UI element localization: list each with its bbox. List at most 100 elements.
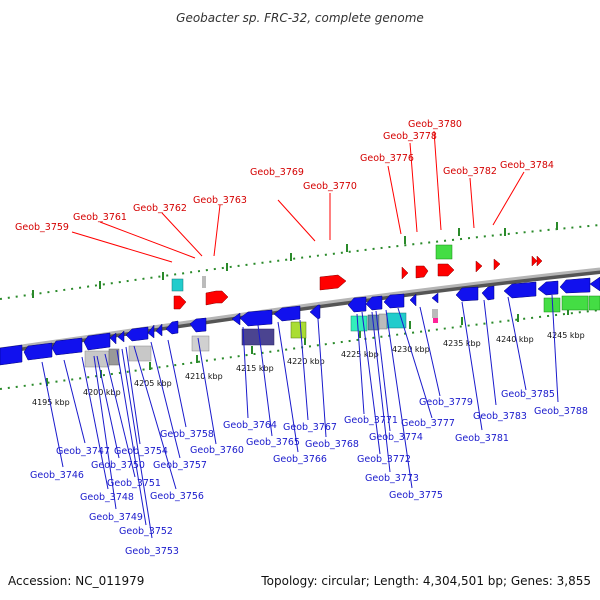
gene-arrow[interactable] bbox=[437, 263, 455, 277]
gene-label[interactable]: Geob_3749 bbox=[89, 512, 143, 523]
gene-label[interactable]: Geob_3759 bbox=[15, 222, 69, 233]
feature-cyan[interactable] bbox=[386, 312, 407, 329]
feature-green[interactable] bbox=[561, 295, 589, 311]
gene-arrow[interactable] bbox=[537, 280, 559, 296]
feature-grey-box[interactable] bbox=[128, 345, 152, 362]
feature-grey-box[interactable] bbox=[378, 313, 388, 330]
feature-grey-box[interactable] bbox=[432, 309, 438, 318]
gene-label[interactable]: Geob_3767 bbox=[283, 422, 337, 433]
gene-arrow[interactable] bbox=[165, 320, 179, 335]
gene-label[interactable]: Geob_3783 bbox=[473, 411, 527, 422]
top-major-ticks bbox=[32, 222, 558, 298]
gene-label[interactable]: Geob_3750 bbox=[91, 460, 145, 471]
gene-arrow[interactable] bbox=[273, 305, 301, 322]
gene-label[interactable]: Geob_3747 bbox=[56, 446, 110, 457]
gene-arrow[interactable] bbox=[23, 342, 53, 361]
feature-grey-box[interactable] bbox=[191, 335, 210, 352]
gene-label[interactable]: Geob_3751 bbox=[107, 478, 161, 489]
gene-label[interactable]: Geob_3752 bbox=[119, 526, 173, 537]
gene-label[interactable]: Geob_3753 bbox=[125, 546, 179, 557]
gene-label[interactable]: Geob_3756 bbox=[150, 491, 204, 502]
gene-arrow[interactable] bbox=[0, 344, 23, 366]
gene-arrow[interactable] bbox=[503, 281, 537, 299]
gene-arrow[interactable] bbox=[531, 255, 538, 267]
gene-label[interactable]: Geob_3754 bbox=[114, 446, 168, 457]
gene-arrow[interactable] bbox=[173, 295, 187, 310]
feature-grey-box[interactable] bbox=[108, 348, 120, 366]
gene-arrow[interactable] bbox=[536, 255, 543, 267]
feature-green[interactable] bbox=[435, 244, 453, 260]
gene-label[interactable]: Geob_3774 bbox=[369, 432, 423, 443]
gene-arrow[interactable] bbox=[239, 309, 273, 327]
gene-label[interactable]: Geob_3779 bbox=[419, 397, 473, 408]
gene-arrow[interactable] bbox=[205, 290, 229, 306]
gene-label[interactable]: Geob_3776 bbox=[360, 153, 414, 164]
gene-arrow[interactable] bbox=[309, 304, 321, 320]
gene-label[interactable]: Geob_3781 bbox=[455, 433, 509, 444]
gene-label[interactable]: Geob_3765 bbox=[246, 437, 300, 448]
gene-label[interactable]: Geob_3784 bbox=[500, 160, 554, 171]
forward-genes bbox=[173, 255, 543, 310]
gene-label[interactable]: Geob_3771 bbox=[344, 415, 398, 426]
topology-text: Topology: circular; Length: 4,304,501 bp… bbox=[260, 574, 591, 588]
gene-arrow[interactable] bbox=[83, 332, 111, 351]
feature-grey-box[interactable] bbox=[84, 350, 110, 368]
gene-arrow[interactable] bbox=[231, 312, 241, 326]
gene-label[interactable]: Geob_3768 bbox=[305, 439, 359, 450]
gene-arrow[interactable] bbox=[51, 337, 83, 356]
gene-arrow[interactable] bbox=[415, 265, 429, 279]
top-gene-labels: Geob_3759 Geob_3761 Geob_3762 Geob_3763 … bbox=[15, 119, 554, 233]
gene-label[interactable]: Geob_3764 bbox=[223, 420, 277, 431]
gene-label[interactable]: Geob_3782 bbox=[443, 166, 497, 177]
gene-arrow[interactable] bbox=[431, 292, 439, 304]
gene-arrow[interactable] bbox=[481, 285, 495, 301]
bottom-tick-track bbox=[0, 309, 600, 390]
gene-label[interactable]: Geob_3769 bbox=[250, 167, 304, 178]
gene-arrow[interactable] bbox=[189, 317, 207, 333]
accession-text: Accession: NC_011979 bbox=[8, 574, 144, 588]
gene-label[interactable]: Geob_3748 bbox=[80, 492, 134, 503]
gene-label[interactable]: Geob_3761 bbox=[73, 212, 127, 223]
gene-arrow[interactable] bbox=[409, 293, 417, 307]
feature-yellowgreen[interactable] bbox=[290, 321, 307, 339]
gene-arrow[interactable] bbox=[383, 293, 405, 309]
gene-arrow[interactable] bbox=[455, 286, 479, 302]
gene-label[interactable]: Geob_3785 bbox=[501, 389, 555, 400]
gene-label[interactable]: Geob_3760 bbox=[190, 445, 244, 456]
gene-arrow[interactable] bbox=[493, 258, 501, 271]
gene-arrow[interactable] bbox=[401, 266, 409, 280]
gene-label[interactable]: Geob_3788 bbox=[534, 406, 588, 417]
gene-label[interactable]: Geob_3772 bbox=[357, 454, 411, 465]
gene-arrow[interactable] bbox=[319, 274, 347, 291]
gene-label[interactable]: Geob_3766 bbox=[273, 454, 327, 465]
gene-arrow[interactable] bbox=[559, 277, 591, 294]
gene-label[interactable]: Geob_3763 bbox=[193, 195, 247, 206]
feature-cyan[interactable] bbox=[171, 278, 184, 292]
gene-label[interactable]: Geob_3762 bbox=[133, 203, 187, 214]
gene-label[interactable]: Geob_3773 bbox=[365, 473, 419, 484]
bottom-gene-labels: Geob_3746 Geob_3747 Geob_3748 Geob_3749 … bbox=[30, 389, 588, 557]
gene-arrow[interactable] bbox=[365, 295, 383, 311]
gene-label[interactable]: Geob_3758 bbox=[160, 429, 214, 440]
gene-label[interactable]: Geob_3770 bbox=[303, 181, 357, 192]
gene-arrow[interactable] bbox=[155, 323, 163, 337]
gene-arrow[interactable] bbox=[117, 330, 125, 343]
gene-label[interactable]: Geob_3775 bbox=[389, 490, 443, 501]
feature-green[interactable] bbox=[588, 295, 600, 311]
gene-arrow[interactable] bbox=[589, 276, 600, 292]
feature-purple[interactable] bbox=[241, 328, 275, 346]
gene-label[interactable]: Geob_3746 bbox=[30, 470, 84, 481]
gene-label[interactable]: Geob_3777 bbox=[401, 418, 455, 429]
gene-arrow[interactable] bbox=[109, 332, 117, 345]
gene-label[interactable]: Geob_3780 bbox=[408, 119, 462, 130]
feature-magenta[interactable] bbox=[433, 318, 438, 323]
gene-arrow[interactable] bbox=[147, 324, 155, 339]
reverse-genes bbox=[0, 276, 600, 366]
gene-label[interactable]: Geob_3757 bbox=[153, 460, 207, 471]
kbp-label: 4210 kbp bbox=[185, 372, 223, 381]
feature-grey[interactable] bbox=[202, 276, 206, 288]
kbp-label: 4200 kbp bbox=[83, 388, 121, 397]
gene-label[interactable]: Geob_3778 bbox=[383, 131, 437, 142]
gene-arrow[interactable] bbox=[475, 260, 483, 273]
